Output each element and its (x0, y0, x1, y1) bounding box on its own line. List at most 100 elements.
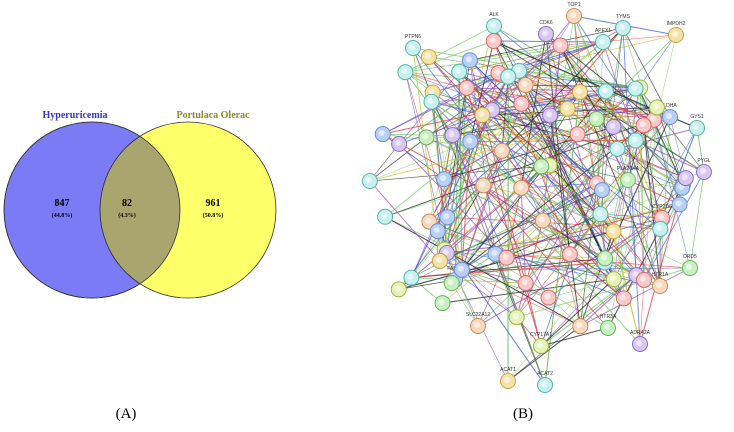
edge (601, 189, 641, 345)
panel-label: (B) (513, 406, 533, 422)
node-core (489, 37, 496, 44)
node-core (573, 130, 580, 137)
node-core (537, 342, 543, 348)
node-core (478, 111, 485, 118)
node-label: ACAT1 (500, 367, 516, 373)
edge (439, 203, 680, 262)
edge (428, 56, 615, 280)
edge (560, 34, 677, 46)
node-core (462, 83, 469, 90)
edge (411, 261, 605, 279)
edge (580, 267, 691, 327)
node-core (556, 41, 563, 48)
node-core (465, 56, 472, 63)
node-core (428, 88, 435, 95)
edge (446, 91, 581, 218)
edge (521, 103, 671, 118)
node-core (537, 162, 544, 169)
node-core (448, 131, 455, 138)
node-core (693, 124, 699, 130)
node-core (435, 256, 442, 263)
edge (659, 116, 671, 287)
node-core (632, 271, 639, 278)
edge (469, 40, 495, 142)
edge (369, 106, 658, 182)
edge (369, 137, 427, 182)
node-core (631, 136, 638, 143)
node-core (639, 121, 646, 128)
node-core (624, 176, 630, 182)
edge (442, 220, 544, 304)
node-core (515, 66, 522, 73)
node-label: IMPDH2 (667, 21, 686, 27)
node-core (422, 133, 429, 140)
node-core (541, 381, 547, 387)
edge (461, 182, 598, 271)
node-label: CYP2D6 (652, 204, 672, 210)
node-core (488, 105, 495, 112)
node-core (504, 72, 511, 79)
edge (507, 262, 606, 382)
node-core (491, 249, 498, 256)
edge (639, 279, 645, 345)
edge (541, 166, 581, 327)
edge (483, 184, 625, 299)
node-core (365, 176, 372, 183)
node-core (592, 115, 599, 122)
edge (452, 45, 561, 136)
node-core (542, 30, 548, 36)
node-core (619, 24, 625, 30)
node-core (672, 31, 678, 37)
node-label: TYMS (616, 14, 631, 20)
node-core (394, 285, 401, 292)
edge (638, 87, 705, 173)
edge (451, 283, 479, 327)
edge (477, 257, 507, 327)
node-core (658, 214, 664, 220)
edge (429, 221, 570, 255)
edge (426, 136, 636, 141)
node-core (407, 273, 414, 280)
left-percent: (44.8%) (52, 212, 73, 219)
node-core (649, 115, 656, 122)
node-label: TOP2A (572, 78, 589, 84)
node-label: TOP1 (568, 2, 581, 8)
edge (426, 137, 601, 215)
node-core (666, 113, 672, 119)
edge (540, 274, 637, 347)
left-count: 847 (55, 198, 70, 209)
node-label: GYS1 (690, 114, 704, 120)
node-core (652, 103, 659, 110)
edge (405, 71, 483, 116)
node-core (517, 183, 524, 190)
node-label: ACAT2 (537, 371, 553, 377)
node-core (443, 213, 450, 220)
right-percent: (50.8%) (203, 212, 224, 219)
edge (540, 278, 615, 347)
node-label: ALK (489, 12, 499, 18)
node-core (479, 181, 486, 188)
edge (469, 27, 624, 61)
node-core (570, 12, 576, 18)
node-core (424, 53, 431, 60)
node-label: ADRA2A (630, 330, 651, 336)
node-core (675, 200, 682, 207)
edge (461, 91, 607, 271)
edge (470, 140, 636, 142)
edge (482, 114, 598, 184)
edge (653, 119, 691, 269)
node-core (381, 212, 388, 219)
right-title: Portulaca Olerac (176, 110, 250, 121)
node-core (598, 186, 605, 193)
node-core (427, 97, 434, 104)
node-core (613, 144, 620, 151)
edge (495, 253, 691, 269)
node-core (601, 254, 608, 261)
edge (369, 180, 441, 262)
left-title: Hyperuricemia (43, 110, 108, 121)
edge (501, 150, 625, 299)
edge (545, 33, 684, 186)
node-core (599, 38, 605, 44)
edge (428, 56, 467, 89)
